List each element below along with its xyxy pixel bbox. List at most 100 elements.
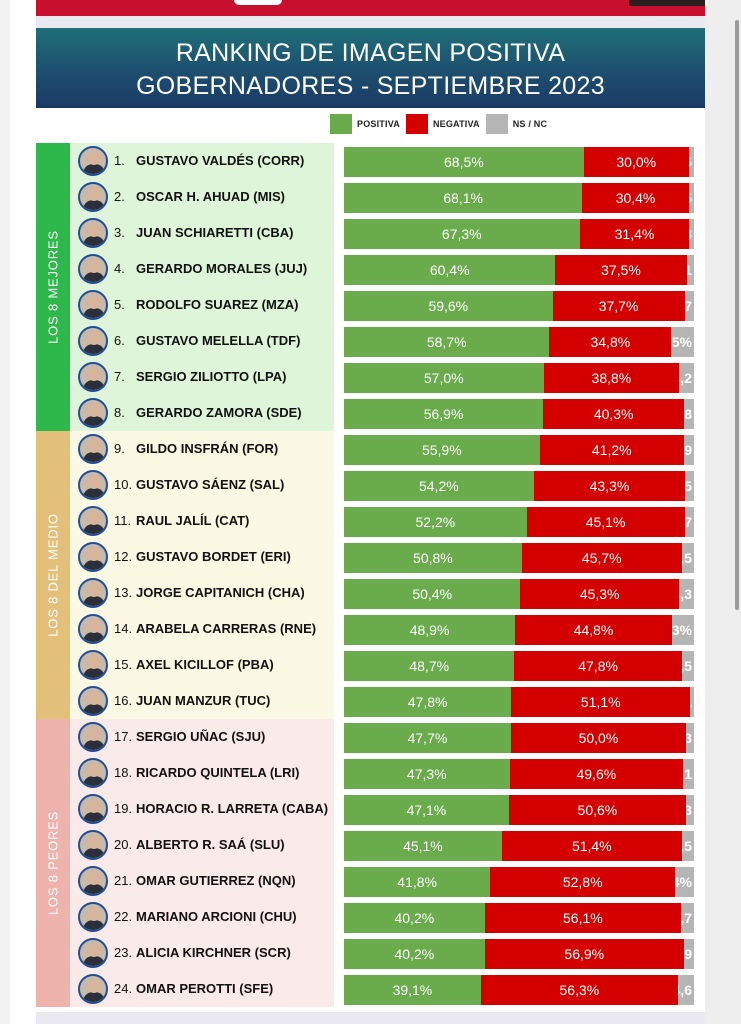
governor-name: JUAN SCHIARETTI (CBA) [136,225,294,240]
avatar-body-icon [83,272,105,282]
table-row: 2. OSCAR H. AHUAD (MIS) 68,1% 30,4% 1,5 [70,179,705,215]
governor-name: GILDO INSFRÁN (FOR) [136,441,279,456]
rank-number: 1. [114,153,125,168]
legend-swatch-negativa [405,114,428,134]
bar-negativa: 37,5% [555,255,687,285]
rank-number: 20. [114,837,133,852]
table-row: 23.ALICIA KIRCHNER (SCR) 40,2% 56,9% 2,9 [70,935,705,971]
rank-number: 3. [114,225,125,240]
bar-nsnc: 2,9 [683,435,694,465]
value-label-positiva: 60,4% [429,262,470,278]
avatar-body-icon [83,596,105,606]
governor-name: MARIANO ARCIONI (CHU) [136,909,297,924]
bar-negativa: 51,4% [501,831,682,861]
avatar-body-icon [83,452,105,462]
legend-item-positiva: POSITIVA [330,114,400,134]
avatar-head-icon [88,836,100,849]
legend-label-negativa: NEGATIVA [432,119,480,129]
governor-avatar [78,542,108,572]
value-label-nsnc: 1,5 [689,183,692,213]
stacked-bar: 47,7% 50,0% 2,3 [344,723,694,753]
bar-nsnc: 2,1 [686,255,694,285]
bar-positiva: 48,9% [344,615,516,645]
group-label-mejores: LOS 8 MEJORES [45,230,61,344]
bar-nsnc: 3,5 [681,543,694,573]
bar-positiva: 47,8% [344,687,512,717]
table-row: 18.RICARDO QUINTELA (LRI) 47,3% 49,6% 3,1 [70,755,705,791]
rank-number: 11. [114,513,132,528]
value-label-positiva: 58,7% [426,334,467,350]
avatar-head-icon [88,656,100,669]
value-label-nsnc: 2,9 [684,442,692,458]
value-label-negativa: 43,3% [589,478,630,494]
bar-nsnc: 2,7 [684,291,694,321]
governor-name: RICARDO QUINTELA (LRI) [136,765,300,780]
value-label-nsnc: 2,7 [684,514,692,530]
bar-positiva: 47,1% [344,795,509,825]
bar-negativa: 56,9% [484,939,684,969]
rank-number: 23. [114,945,133,960]
governor-name: OSCAR H. AHUAD (MIS) [136,189,286,204]
table-row: 24.OMAR PEROTTI (SFE) 39,1% 56,3% 4,6 [70,971,705,1007]
scrollbar[interactable] [735,20,739,610]
bar-negativa: 34,8% [549,327,672,357]
avatar-body-icon [83,164,105,174]
stacked-bar: 47,1% 50,6% 2,3 [344,795,694,825]
value-label-negativa: 30,0% [616,154,657,170]
avatar-body-icon [83,416,105,426]
value-label-positiva: 56,9% [423,406,464,422]
avatar-body-icon [83,380,105,390]
value-label-negativa: 38,8% [591,370,632,386]
group-label-peores: LOS 8 PEORES [45,810,61,916]
avatar-body-icon [83,560,105,570]
avatar-head-icon [88,908,100,921]
value-label-nsnc: 4,6 [678,982,692,998]
governor-name: RODOLFO SUAREZ (MZA) [136,297,299,312]
stacked-bar: 55,9% 41,2% 2,9 [344,435,694,465]
avatar-body-icon [83,344,105,354]
rank-number: 13. [114,585,133,600]
bar-nsnc: 1,5 [688,183,694,213]
avatar-head-icon [88,332,100,345]
bar-negativa: 37,7% [552,291,685,321]
governor-name: OMAR PEROTTI (SFE) [136,981,274,996]
avatar-head-icon [88,404,100,417]
rank-number: 8. [114,405,125,420]
bar-nsnc: 5,4% [675,867,694,897]
bar-positiva: 56,9% [344,399,544,429]
value-label-negativa: 52,8% [562,874,603,890]
avatar-body-icon [83,524,105,534]
value-label-negativa: 44,8% [573,622,614,638]
group-background-mejores [70,143,334,431]
value-label-nsnc: 2,1 [686,262,692,278]
value-label-nsnc: 1,1 [690,687,692,717]
avatar-head-icon [88,440,100,453]
rank-number: 12. [114,549,133,564]
governor-name: GUSTAVO SÁENZ (SAL) [136,477,285,492]
bar-positiva: 59,6% [344,291,553,321]
bar-positiva: 39,1% [344,975,481,1005]
bar-nsnc: 4,3 [678,579,694,609]
stacked-bar: 56,9% 40,3% 2,8 [344,399,694,429]
group-label-medio: LOS 8 DEL MEDIO [45,513,61,637]
stacked-bar: 48,9% 44,8% 6,3% [344,615,694,645]
value-label-negativa: 56,3% [559,982,600,998]
stacked-bar: 68,5% 30,0% 1,5 [344,147,694,177]
value-label-negativa: 45,7% [581,550,622,566]
value-label-negativa: 47,8% [578,658,618,674]
bar-negativa: 30,0% [583,147,689,177]
rank-number: 7. [114,369,125,384]
value-label-positiva: 59,6% [428,298,469,314]
table-row: 9. GILDO INSFRÁN (FOR) 55,9% 41,2% 2,9 [70,431,705,467]
bar-negativa: 52,8% [490,867,676,897]
rank-number: 2. [114,189,125,204]
value-label-nsnc: 6,3% [671,622,692,638]
governor-name: GERARDO ZAMORA (SDE) [136,405,302,420]
value-label-nsnc: 3,7 [681,910,692,926]
value-label-negativa: 41,2% [591,442,632,458]
governor-avatar [78,398,108,428]
bar-positiva: 60,4% [344,255,556,285]
value-label-positiva: 68,1% [443,190,484,206]
bar-negativa: 43,3% [533,471,686,501]
avatar-body-icon [83,668,105,678]
